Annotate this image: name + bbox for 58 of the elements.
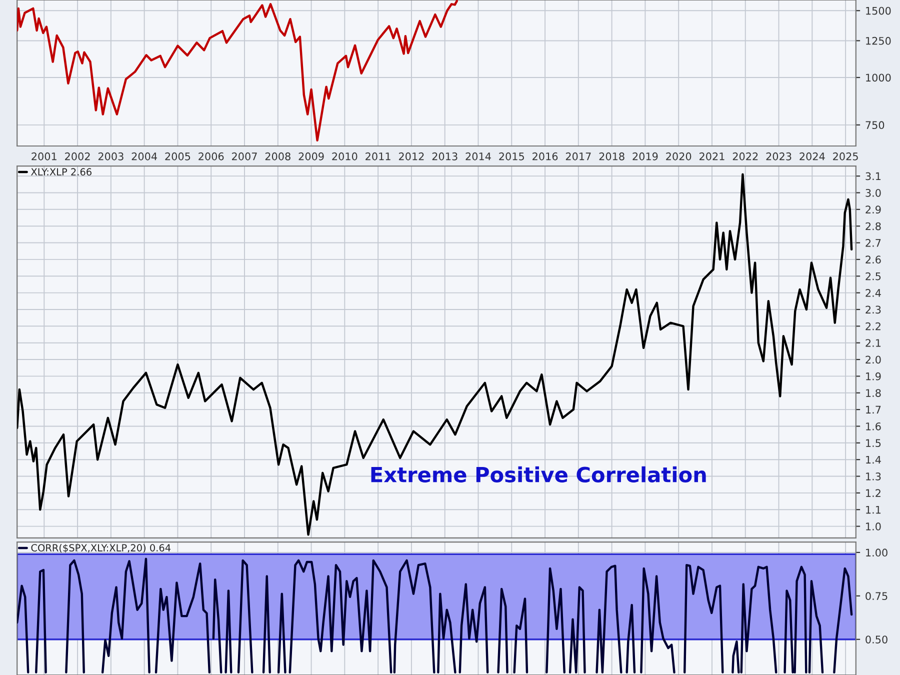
x-tick-label: 2008 [265,152,290,160]
x-tick-label: 2024 [800,152,825,160]
y-tick-label: 1500 [866,6,891,15]
x-tick-label: 2010 [332,152,358,160]
y-tick-label: 3.1 [866,172,881,180]
x-tick-label: 2004 [132,152,157,160]
y-tick-label: 1.9 [866,372,881,380]
y-tick-label: 1.2 [866,489,880,497]
y-tick-label: 1000 [866,74,891,82]
y-tick-label: 3.0 [866,188,881,197]
y-tick-label: 2.9 [866,206,881,214]
x-tick-label: 2005 [165,152,190,160]
x-tick-label: 2017 [566,152,591,160]
x-tick-label: 2009 [298,152,324,160]
y-tick-label: 0.75 [866,592,888,600]
y-tick-label: 1.0 [866,522,881,530]
y-tick-label: 1.3 [866,472,881,480]
x-tick-label: 2011 [366,152,390,160]
x-tick-label: 2018 [599,152,624,160]
annotation: Extreme Positive Correlation [371,466,706,482]
y-tick-label: 2.0 [866,356,881,364]
x-tick-label: 2007 [232,152,257,160]
x-tick-label: 2012 [398,152,424,160]
x-tick-label: 2015 [499,152,524,160]
x-tick-label: 2020 [666,152,692,160]
y-tick-label: 2.5 [866,272,881,280]
y-tick-label: 2.7 [866,238,881,247]
legend-label: CORR($SPX,XLY:XLP,20) 0.64 [31,544,171,553]
y-tick-label: 1.4 [866,456,881,464]
y-tick-label: 1.6 [866,422,881,430]
x-tick-label: 2014 [466,152,491,160]
x-tick-label: 2013 [432,152,458,160]
y-tick-label: 1.8 [866,389,881,397]
x-tick-label: 2001 [32,152,56,160]
y-tick-label: 2.6 [866,256,881,264]
y-tick-label: 1.5 [866,439,881,448]
line-series [17,0,458,142]
y-tick-label: 1250 [866,36,891,45]
y-tick-label: 2.4 [866,289,881,297]
y-tick-label: 2.2 [866,322,880,330]
x-tick-label: 2019 [632,152,658,160]
x-tick-label: 2006 [198,152,224,160]
y-tick-label: 2.1 [866,339,881,347]
y-tick-label: 750 [866,121,884,130]
x-tick-label: 2003 [98,152,124,160]
x-tick-label: 2002 [65,152,90,160]
x-tick-label: 2021 [699,152,724,160]
y-tick-label: 1.7 [866,406,881,414]
legend-label: XLY:XLP 2.66 [31,168,92,176]
y-tick-label: 0.50 [866,636,888,644]
x-tick-label: 2025 [833,152,858,160]
y-tick-label: 2.8 [866,222,881,230]
y-tick-label: 2.3 [866,306,881,314]
x-tick-label: 2016 [532,152,558,160]
y-tick-label: 1.00 [866,548,888,557]
y-tick-label: 1.1 [866,506,881,514]
x-tick-label: 2023 [766,152,792,160]
x-tick-label: 2022 [732,152,758,160]
